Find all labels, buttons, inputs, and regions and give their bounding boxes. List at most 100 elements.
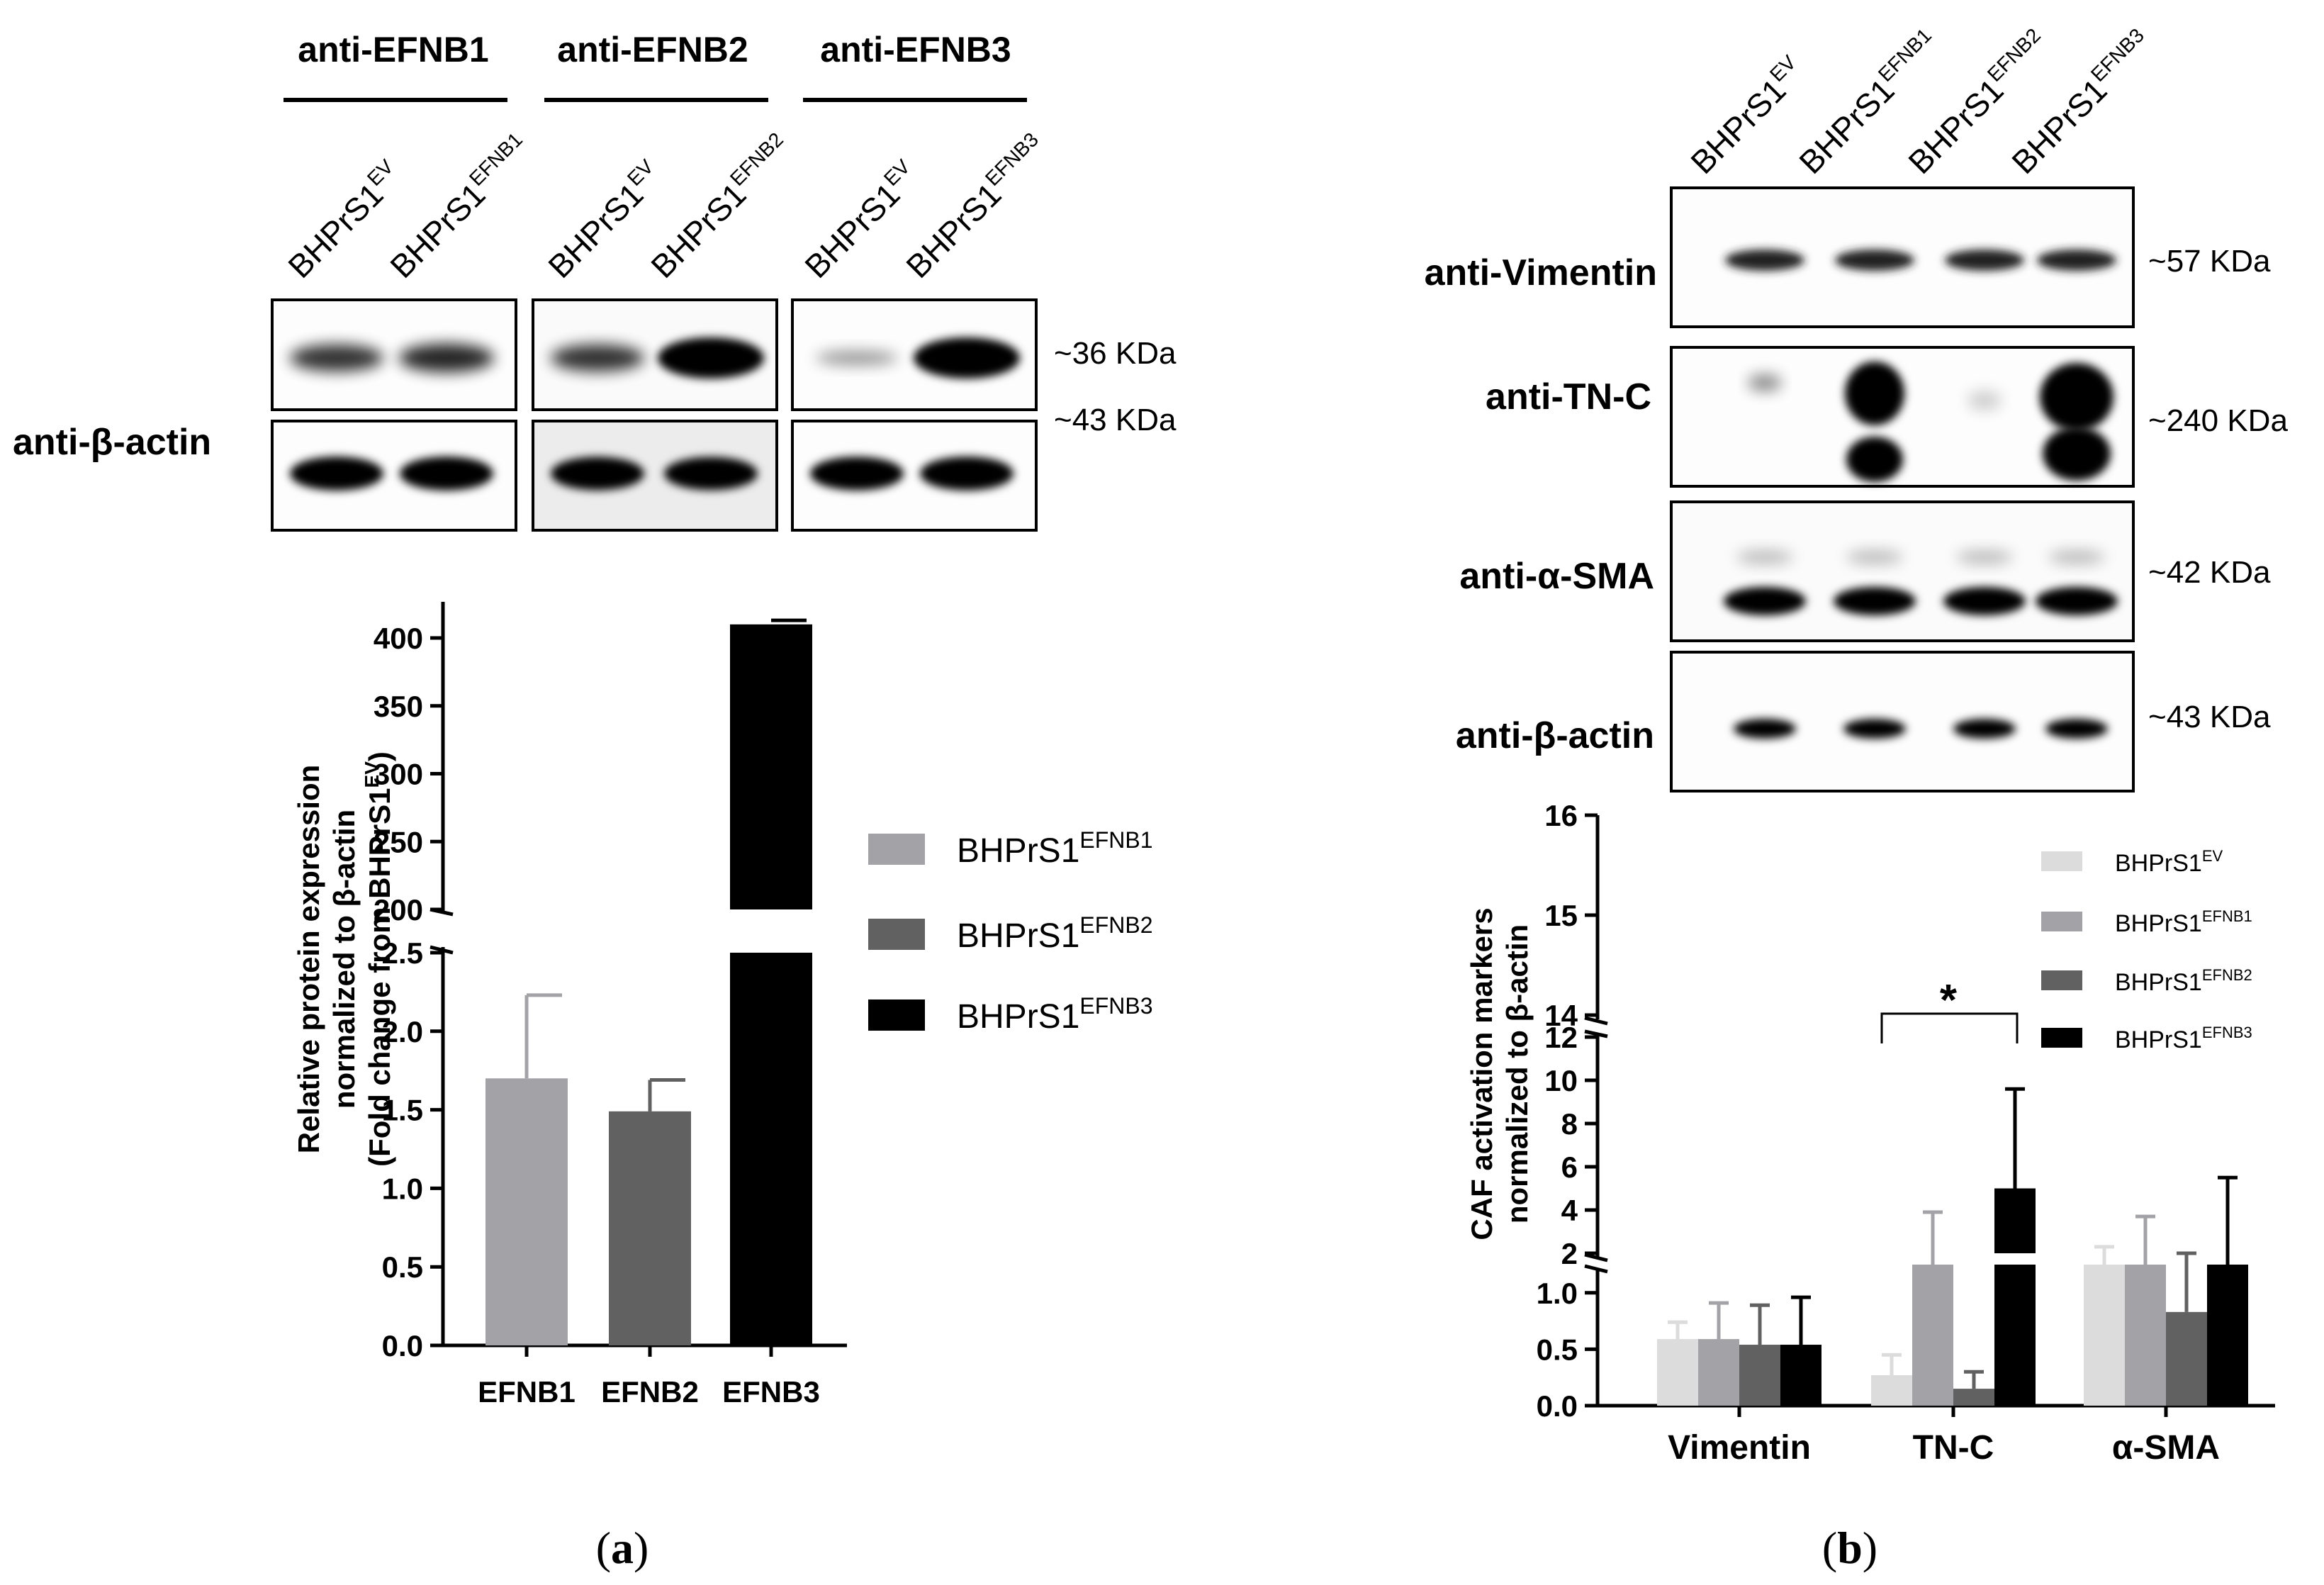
band-asma-faint-0 xyxy=(1736,550,1793,564)
x-tick-label: EFNB3 xyxy=(722,1375,820,1408)
band-asma-faint-2 xyxy=(1956,550,2013,564)
axis-break xyxy=(1584,1016,1608,1026)
band-tnc-3a xyxy=(2040,363,2114,431)
legend-swatch xyxy=(2041,970,2082,990)
legend-label: BHPrS1EFNB3 xyxy=(957,993,1153,1036)
band-top-3 xyxy=(658,337,764,379)
y-tick-label: 300 xyxy=(374,758,423,791)
y-tick-label: 1.0 xyxy=(1537,1277,1578,1310)
bar-tnc-0 xyxy=(1871,1375,1912,1406)
group-header-efnb3: anti-EFNB3 xyxy=(820,30,1011,69)
bar-tnc-1 xyxy=(1912,1265,1953,1406)
y-tick-label: 15 xyxy=(1544,899,1578,932)
band-asma-faint-1 xyxy=(1846,550,1903,564)
band-actin-b-1 xyxy=(1843,719,1906,739)
y-tick-label: 8 xyxy=(1561,1107,1578,1141)
band-actin-b-3 xyxy=(2045,719,2108,739)
band-top-2 xyxy=(551,344,644,372)
kda-label-240: ~240 KDa xyxy=(2148,403,2288,438)
band-actin-0 xyxy=(290,457,383,491)
significance-star: * xyxy=(1940,976,1958,1025)
row-label-asma: anti-α-SMA xyxy=(1459,556,1654,597)
bar-efnb3-lower xyxy=(730,953,812,1345)
y-tick-label: 16 xyxy=(1544,799,1578,832)
y-tick-label: 1.5 xyxy=(382,1094,423,1127)
legend-label: BHPrS1EFNB2 xyxy=(2115,966,2252,996)
y-tick-label: 0.0 xyxy=(1537,1389,1578,1423)
legend-swatch xyxy=(2041,851,2082,871)
bands-b xyxy=(1724,250,2118,739)
legend-label: BHPrS1EFNB1 xyxy=(957,827,1153,870)
band-asma-0 xyxy=(1724,587,1806,615)
band-top-1 xyxy=(399,343,494,373)
band-asma-3 xyxy=(2036,587,2118,615)
kda-label-43-b: ~43 KDa xyxy=(2148,700,2271,734)
legend-label: BHPrS1EFNB1 xyxy=(2115,907,2252,937)
band-top-5 xyxy=(914,337,1020,379)
group-header-efnb1: anti-EFNB1 xyxy=(298,30,488,69)
y-tick-label: 200 xyxy=(374,893,423,926)
legend-swatch xyxy=(868,834,925,865)
y-axis-label: CAF activation markersnormalized to β-ac… xyxy=(1465,907,1534,1240)
y-tick-label: 6 xyxy=(1561,1150,1578,1184)
band-tnc-3b xyxy=(2043,427,2111,481)
row-label-actin-a: anti-β-actin xyxy=(13,422,211,463)
legend-swatch xyxy=(868,919,925,950)
y-tick-label: 2.0 xyxy=(382,1015,423,1048)
band-actin-4 xyxy=(810,457,904,491)
x-tick-label: α-SMA xyxy=(2112,1429,2220,1467)
blots-a xyxy=(271,298,1038,532)
panel-b-blot: BHPrS1EVBHPrS1EFNB1BHPrS1EFNB2BHPrS1EFNB… xyxy=(1425,24,2288,792)
legend-label: BHPrS1EV xyxy=(2115,847,2223,877)
row-label-vimentin: anti-Vimentin xyxy=(1425,252,1657,293)
band-vimentin-1 xyxy=(1835,250,1914,271)
kda-label-36: ~36 KDa xyxy=(1054,336,1177,371)
lane-label-b-0: BHPrS1EV xyxy=(1683,51,1812,181)
bar-vimentin-0 xyxy=(1657,1339,1698,1406)
band-tnc-0 xyxy=(1748,374,1782,391)
y-tick-label: 4 xyxy=(1561,1194,1578,1227)
panel-a-blot: anti-EFNB1 anti-EFNB2 anti-EFNB3 BHPrS1E… xyxy=(13,30,1177,532)
band-asma-1 xyxy=(1834,587,1916,615)
band-tnc-1a xyxy=(1845,362,1904,425)
legend-swatch xyxy=(868,999,925,1031)
axis-break-lower xyxy=(430,945,454,955)
band-tnc-1b xyxy=(1846,437,1903,482)
band-actin-3 xyxy=(664,457,758,491)
y-tick-label: 0.5 xyxy=(382,1250,423,1284)
bar-vimentin-2 xyxy=(1739,1345,1780,1406)
lane-labels-b: BHPrS1EVBHPrS1EFNB1BHPrS1EFNB2BHPrS1EFNB… xyxy=(1683,24,2148,181)
axis-break xyxy=(1584,1264,1608,1274)
row-label-actin-b: anti-β-actin xyxy=(1456,715,1654,756)
band-vimentin-3 xyxy=(2037,250,2116,271)
bar-vimentin-3 xyxy=(1780,1345,1821,1406)
legend-label: BHPrS1EFNB3 xyxy=(2115,1024,2252,1053)
bar-tnc-3-lower xyxy=(1994,1265,2036,1406)
band-actin-b-0 xyxy=(1734,719,1796,739)
blot-box-asma xyxy=(1670,500,2135,642)
band-vimentin-0 xyxy=(1725,250,1804,271)
kda-label-43-a: ~43 KDa xyxy=(1054,403,1177,437)
axis-break xyxy=(1584,1253,1608,1262)
y-tick-label: 12 xyxy=(1544,1021,1578,1054)
bar-efnb3-upper xyxy=(730,624,812,909)
band-actin-2 xyxy=(551,457,644,491)
bands-a xyxy=(290,337,1020,491)
row-label-tnc: anti-TN-C xyxy=(1486,376,1651,418)
axis-break xyxy=(1584,1029,1608,1038)
kda-label-57: ~57 KDa xyxy=(2148,244,2271,279)
lane-label-a-1: BHPrS1EFNB1 xyxy=(382,128,539,285)
lane-label-a-3: BHPrS1EFNB2 xyxy=(643,128,799,285)
y-axis-label: Relative protein expressionnormalized to… xyxy=(292,751,396,1167)
band-tnc-2 xyxy=(1967,391,2002,410)
bar-tnc-2 xyxy=(1953,1389,1994,1406)
y-tick-label: 1.0 xyxy=(382,1172,423,1205)
kda-label-42: ~42 KDa xyxy=(2148,555,2271,590)
lane-label-a-5: BHPrS1EFNB3 xyxy=(898,128,1055,285)
band-actin-1 xyxy=(400,457,493,491)
bar-sma-1 xyxy=(2125,1265,2166,1406)
bar-tnc-3-upper xyxy=(1994,1188,2036,1253)
group-header-efnb2: anti-EFNB2 xyxy=(557,30,748,69)
y-tick-label: 10 xyxy=(1544,1064,1578,1097)
